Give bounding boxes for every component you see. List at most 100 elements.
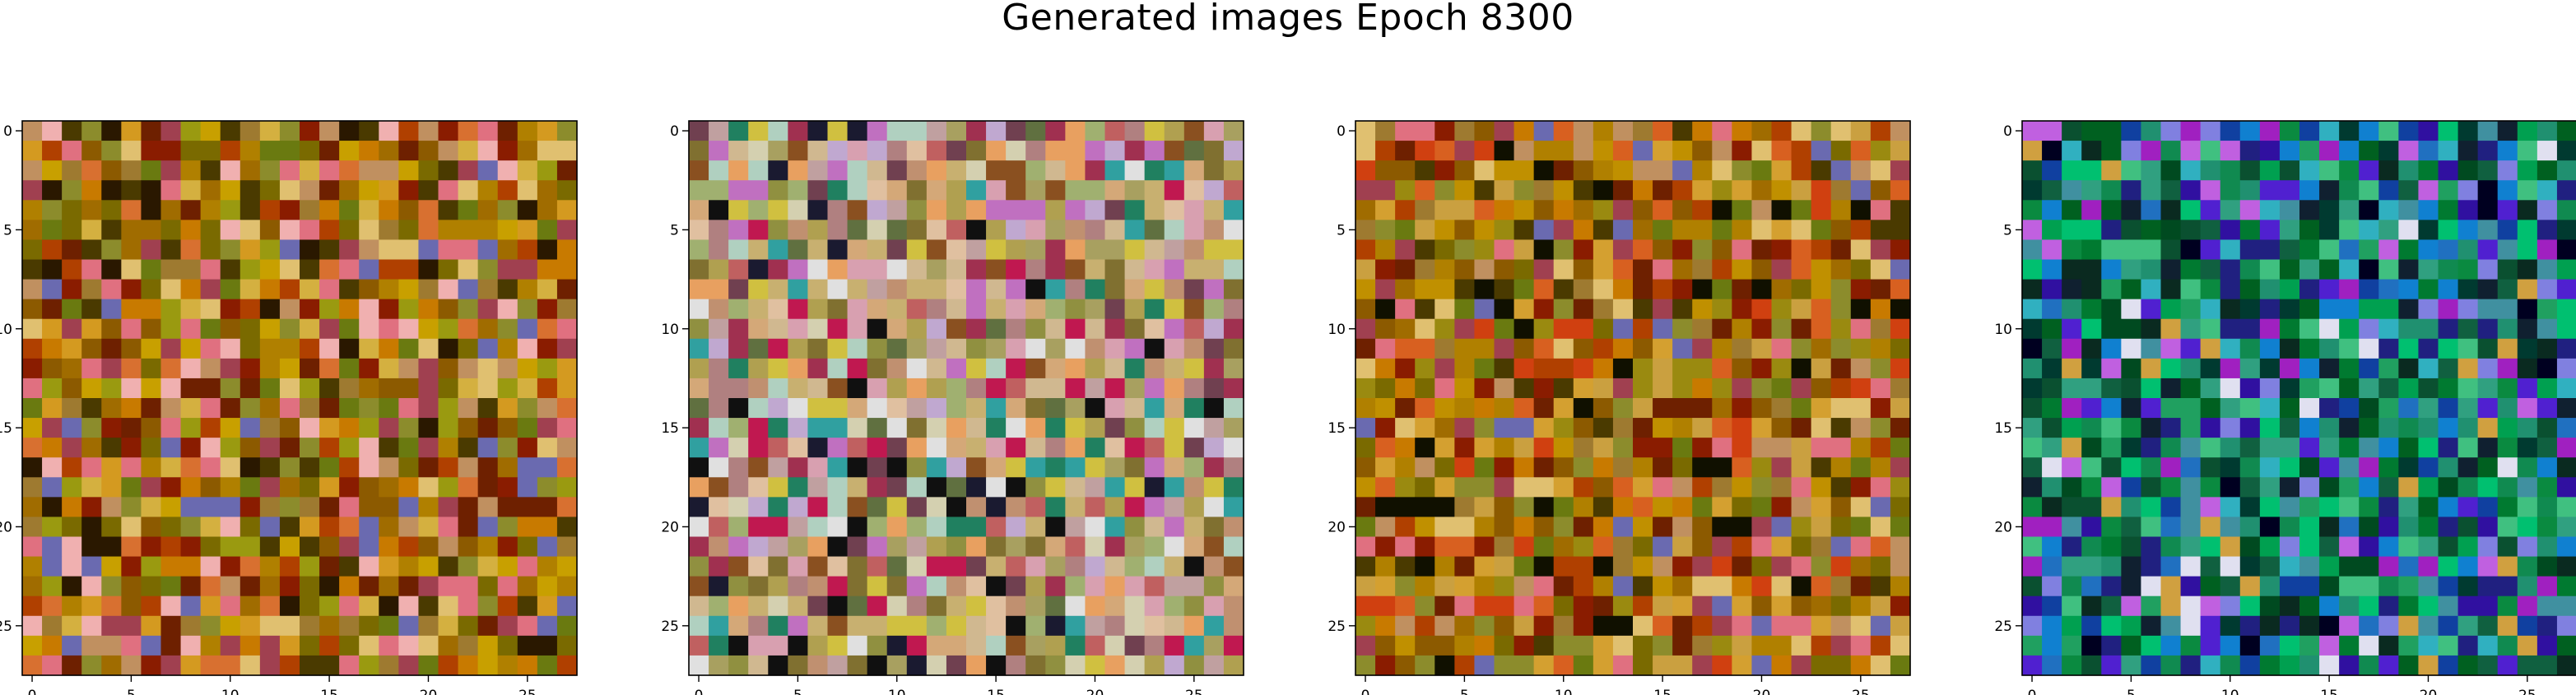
pixel <box>827 141 849 161</box>
pixel <box>200 595 221 617</box>
pixel <box>986 279 1007 300</box>
pixel <box>1514 338 1535 359</box>
pixel <box>966 457 987 478</box>
pixel <box>1553 438 1574 458</box>
pixel <box>768 338 788 359</box>
pixel <box>1415 358 1435 379</box>
pixel <box>2299 338 2320 359</box>
pixel <box>847 378 868 399</box>
pixel <box>1870 259 1891 280</box>
pixel <box>259 358 281 379</box>
pixel <box>2438 615 2459 637</box>
pixel <box>1791 438 1812 458</box>
pixel <box>2536 398 2558 419</box>
pixel <box>497 517 518 538</box>
pixel <box>2398 378 2420 399</box>
pixel <box>2457 299 2479 320</box>
pixel <box>42 576 63 597</box>
pixel <box>1672 259 1693 280</box>
pixel <box>1104 438 1126 458</box>
pixel <box>1203 438 1225 458</box>
pixel <box>807 556 829 577</box>
pixel <box>709 615 729 637</box>
pixel <box>319 477 340 498</box>
pixel <box>2101 398 2122 419</box>
pixel <box>1533 378 1555 399</box>
pixel <box>1104 299 1126 320</box>
pixel <box>2477 318 2499 340</box>
pixel <box>1732 378 1753 399</box>
pixel <box>1085 418 1106 438</box>
x-tick-label: 0 <box>2028 688 2037 695</box>
pixel <box>1223 200 1244 220</box>
pixel <box>1085 615 1106 637</box>
pixel <box>768 318 788 340</box>
pixel <box>438 200 459 220</box>
pixel <box>2141 576 2162 597</box>
pixel <box>497 398 518 419</box>
pixel <box>788 279 809 300</box>
pixel <box>537 595 558 617</box>
pixel <box>81 279 102 300</box>
pixel <box>2339 556 2360 577</box>
pixel <box>1553 655 1574 676</box>
pixel <box>200 141 221 161</box>
pixel <box>1375 576 1396 597</box>
pixel <box>81 239 102 261</box>
pixel <box>160 121 182 141</box>
pixel <box>1375 239 1396 261</box>
pixel <box>300 299 320 320</box>
pixel <box>1474 180 1495 201</box>
pixel <box>497 635 518 656</box>
pixel <box>2160 655 2182 676</box>
x-tick-label: 0 <box>1361 688 1370 695</box>
pixel <box>1203 160 1225 181</box>
pixel <box>121 141 142 161</box>
pixel <box>966 536 987 558</box>
pixel <box>62 318 82 340</box>
pixel <box>2359 338 2379 359</box>
pixel <box>1870 457 1891 478</box>
pixel <box>42 655 63 676</box>
pixel <box>160 438 182 458</box>
pixel <box>1890 477 1911 498</box>
pixel <box>458 318 479 340</box>
pixel <box>1474 517 1495 538</box>
pixel <box>220 239 241 261</box>
pixel <box>2239 517 2261 538</box>
pixel <box>1025 655 1046 676</box>
pixel <box>827 457 849 478</box>
pixel <box>689 595 709 617</box>
pixel <box>2299 220 2320 241</box>
pixel <box>2497 279 2518 300</box>
pixel <box>42 398 63 419</box>
pixel <box>22 576 43 597</box>
pixel <box>42 160 63 181</box>
pixel <box>2042 438 2062 458</box>
pixel <box>359 338 379 359</box>
pixel <box>1474 418 1495 438</box>
pixel <box>2160 279 2182 300</box>
pixel <box>339 438 360 458</box>
pixel <box>926 259 947 280</box>
pixel <box>748 576 769 597</box>
pixel <box>2220 180 2241 201</box>
pixel <box>1065 438 1086 458</box>
pixel <box>2062 279 2082 300</box>
pixel <box>2398 200 2420 220</box>
pixel <box>2279 438 2300 458</box>
pixel <box>1751 160 1773 181</box>
y-tick-label: 20 <box>0 519 12 535</box>
pixel <box>141 655 162 676</box>
y-tick-label: 5 <box>3 222 12 239</box>
pixel <box>1454 141 1476 161</box>
pixel <box>62 556 82 577</box>
pixel <box>160 259 182 280</box>
pixel <box>1164 141 1185 161</box>
pixel <box>2022 358 2043 379</box>
pixel <box>1006 180 1026 201</box>
pixel <box>2438 497 2459 518</box>
pixel <box>1850 160 1872 181</box>
pixel <box>1514 279 1535 300</box>
pixel <box>2062 635 2082 656</box>
